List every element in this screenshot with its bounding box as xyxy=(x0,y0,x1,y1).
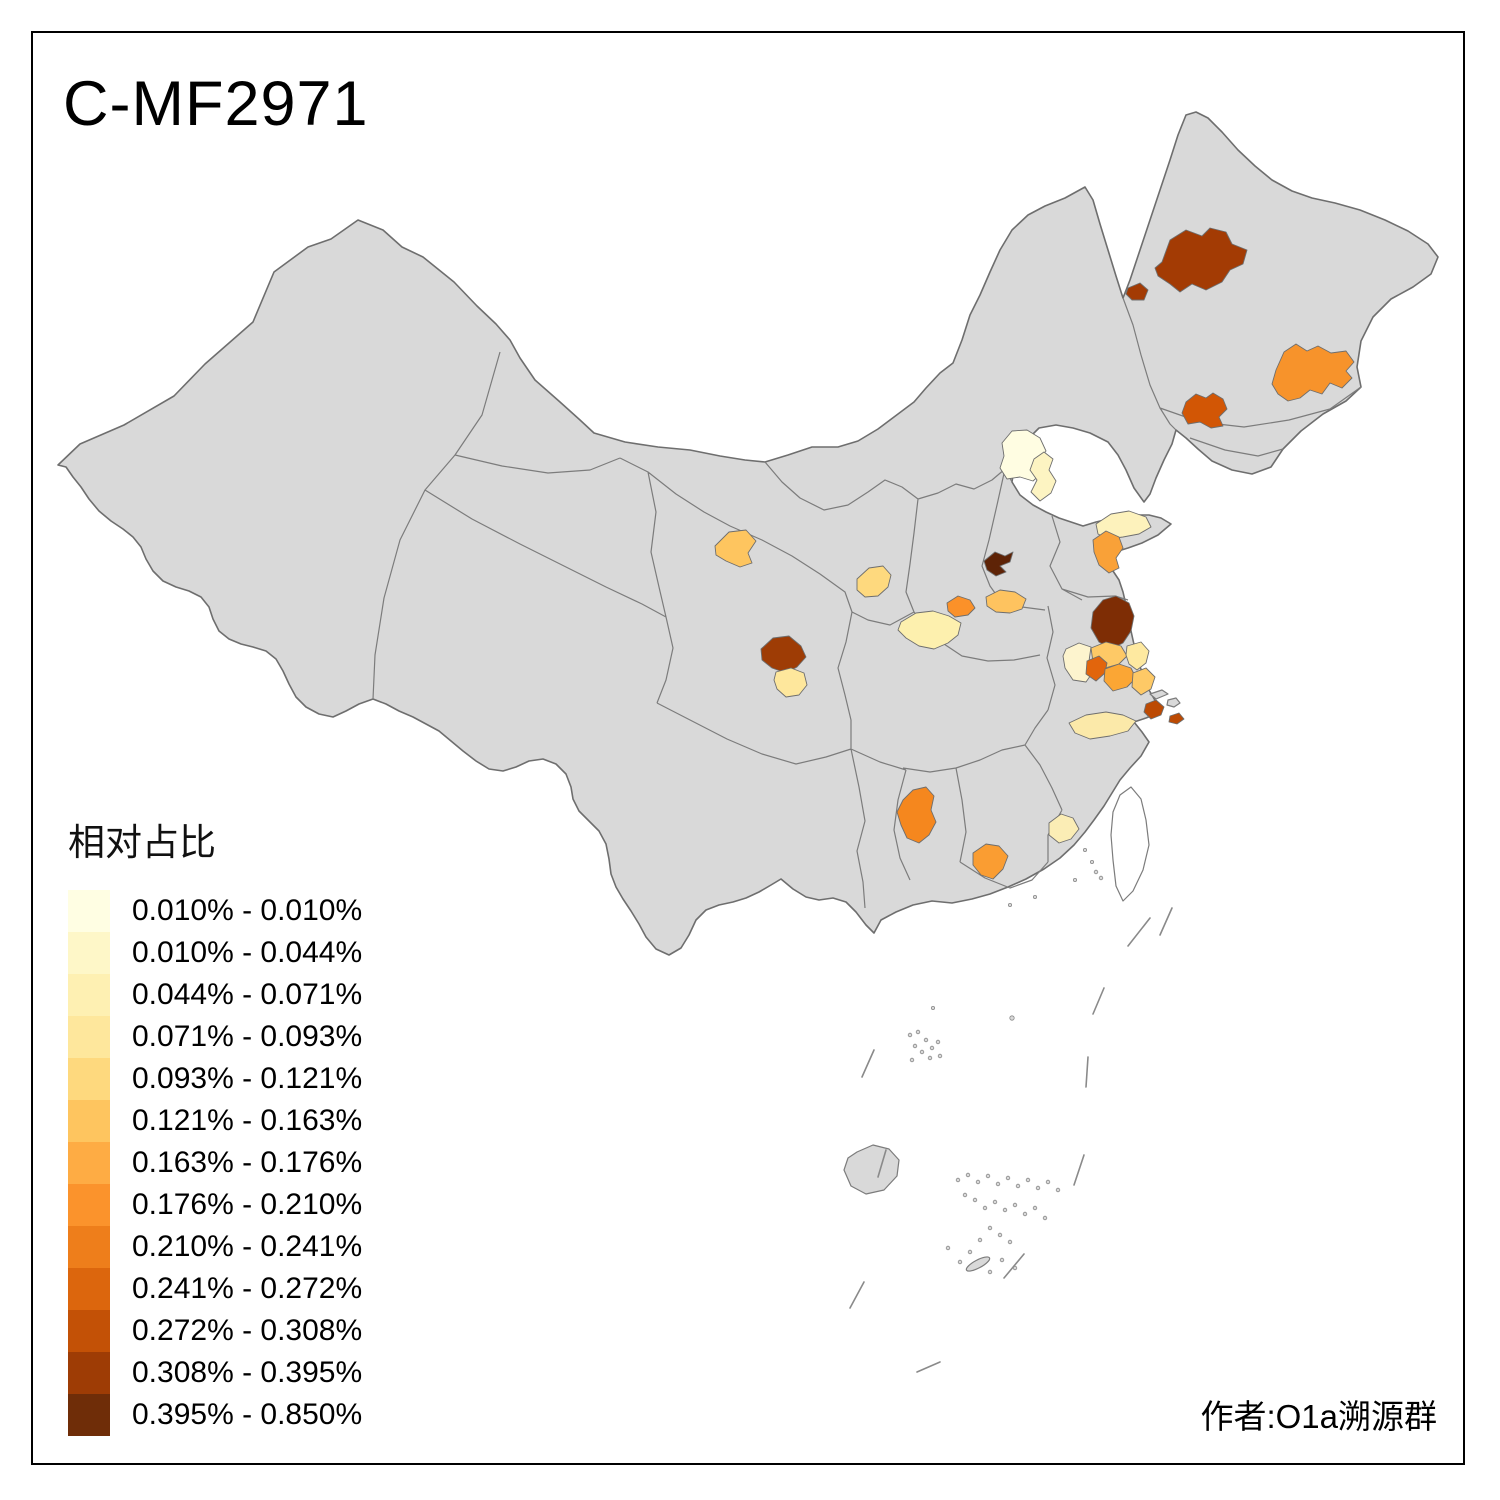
legend-label: 0.308% - 0.395% xyxy=(132,1356,363,1389)
legend-label: 0.010% - 0.044% xyxy=(132,936,363,969)
legend-label: 0.272% - 0.308% xyxy=(132,1314,363,1347)
choropleth-region xyxy=(856,565,892,598)
choropleth-region xyxy=(1103,663,1137,692)
province-borders xyxy=(372,297,1362,909)
choropleth-region xyxy=(1131,667,1156,696)
legend-label: 0.071% - 0.093% xyxy=(132,1020,363,1053)
choropleth-region xyxy=(1168,712,1185,725)
sea-islet xyxy=(965,1256,991,1272)
legend-label: 0.121% - 0.163% xyxy=(132,1104,363,1137)
legend-item: 0.093% - 0.121% xyxy=(68,1058,362,1100)
legend-item: 0.010% - 0.044% xyxy=(68,932,362,974)
choropleth-region xyxy=(1181,392,1228,429)
legend-swatch xyxy=(68,1394,110,1436)
choropleth-regions xyxy=(714,227,1355,880)
choropleth-region xyxy=(983,551,1014,577)
legend-item: 0.272% - 0.308% xyxy=(68,1310,362,1352)
legend-item: 0.176% - 0.210% xyxy=(68,1184,362,1226)
legend-item: 0.210% - 0.241% xyxy=(68,1226,362,1268)
legend-swatch xyxy=(68,1058,110,1100)
legend: 相对占比 0.010% - 0.010% 0.010% - 0.044% 0.0… xyxy=(68,812,362,1436)
choropleth-region xyxy=(1068,711,1137,740)
legend-item: 0.163% - 0.176% xyxy=(68,1142,362,1184)
choropleth-region xyxy=(773,667,808,698)
legend-swatch xyxy=(68,890,110,932)
legend-swatch xyxy=(68,1184,110,1226)
choropleth-region xyxy=(1029,451,1057,502)
choropleth-region xyxy=(946,595,976,618)
legend-label: 0.176% - 0.210% xyxy=(132,1188,363,1221)
attribution-text: 作者:O1a溯源群 xyxy=(1200,1398,1437,1435)
coastal-islet xyxy=(1166,697,1181,708)
legend-swatch xyxy=(68,1352,110,1394)
choropleth-region xyxy=(1062,642,1094,683)
legend-label: 0.044% - 0.071% xyxy=(132,978,363,1011)
legend-item: 0.241% - 0.272% xyxy=(68,1268,362,1310)
legend-swatch xyxy=(68,1310,110,1352)
choropleth-region xyxy=(972,843,1009,880)
legend-label: 0.010% - 0.010% xyxy=(132,894,363,927)
legend-label: 0.241% - 0.272% xyxy=(132,1272,363,1305)
choropleth-region xyxy=(1271,343,1355,402)
choropleth-region xyxy=(1090,595,1135,650)
choropleth-region xyxy=(896,786,937,844)
taiwan-island xyxy=(1110,786,1150,902)
sea-boundary-dashes xyxy=(849,907,1173,1373)
legend-label: 0.163% - 0.176% xyxy=(132,1146,363,1179)
legend-swatch xyxy=(68,1100,110,1142)
legend-swatch xyxy=(68,1268,110,1310)
legend-swatch xyxy=(68,1226,110,1268)
legend-swatch xyxy=(68,1016,110,1058)
legend-label: 0.395% - 0.850% xyxy=(132,1398,363,1431)
chongming-island xyxy=(1149,689,1169,700)
legend-item: 0.308% - 0.395% xyxy=(68,1352,362,1394)
hainan-island xyxy=(843,1144,900,1195)
choropleth-region xyxy=(1092,530,1124,574)
legend-label: 0.210% - 0.241% xyxy=(132,1230,363,1263)
islands xyxy=(843,689,1181,1272)
legend-label: 0.093% - 0.121% xyxy=(132,1062,363,1095)
legend-item: 0.044% - 0.071% xyxy=(68,974,362,1016)
south-china-sea-islets xyxy=(907,848,1104,1275)
choropleth-region xyxy=(1143,699,1165,720)
legend-swatch xyxy=(68,932,110,974)
choropleth-region xyxy=(985,589,1027,614)
choropleth-region xyxy=(714,529,757,568)
legend-item: 0.395% - 0.850% xyxy=(68,1394,362,1436)
choropleth-region xyxy=(1154,227,1248,293)
legend-item: 0.071% - 0.093% xyxy=(68,1016,362,1058)
choropleth-region xyxy=(1125,641,1150,671)
legend-item: 0.121% - 0.163% xyxy=(68,1100,362,1142)
choropleth-region xyxy=(1125,282,1149,301)
legend-title: 相对占比 xyxy=(68,822,216,863)
choropleth-region xyxy=(1048,813,1080,844)
choropleth-region xyxy=(760,635,807,674)
choropleth-region xyxy=(897,610,962,650)
legend-swatch xyxy=(68,1142,110,1184)
page-title: C-MF2971 xyxy=(63,69,369,139)
legend-swatch xyxy=(68,974,110,1016)
legend-item: 0.010% - 0.010% xyxy=(68,890,362,932)
